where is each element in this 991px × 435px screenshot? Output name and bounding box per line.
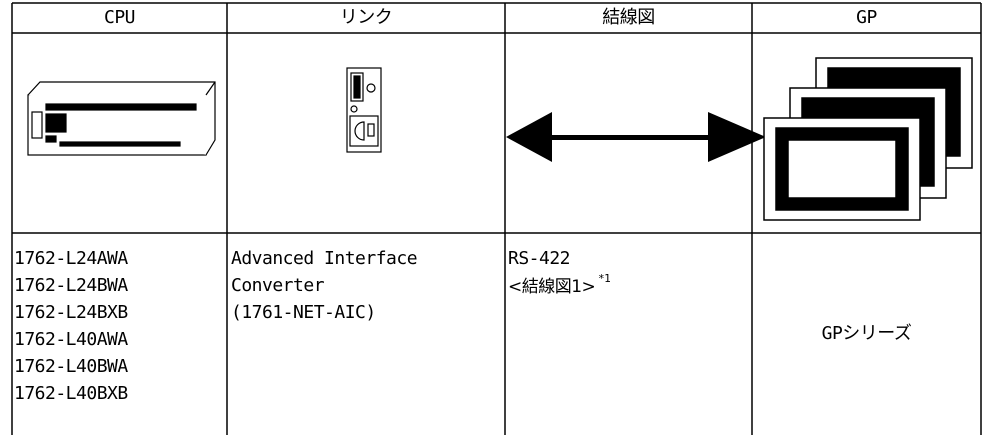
- cpu-icon: [27, 81, 216, 156]
- link-text: Advanced Interface Converter (1761-NET-AIC…: [231, 245, 418, 326]
- gp-series: GPシリーズ: [821, 323, 912, 344]
- link-icon: [346, 67, 382, 153]
- cell-line: (1761-NET-AIC): [231, 302, 376, 323]
- cell-line: Advanced Interface: [231, 248, 418, 269]
- cell-line: Converter: [231, 275, 325, 296]
- cell-line: 1762-L40AWA: [14, 329, 128, 350]
- cpu-models: 1762-L24AWA 1762-L24BWA 1762-L24BXB 1762-L4…: [14, 245, 128, 407]
- connection-arrow: [506, 112, 766, 162]
- gp-icon: [763, 57, 973, 221]
- cell-line: 1762-L24BWA: [14, 275, 128, 296]
- cell-line: 1762-L24AWA: [14, 248, 128, 269]
- cell-line: 1762-L40BXB: [14, 383, 128, 404]
- header-cell: リンク: [339, 7, 393, 28]
- header-cell: GP: [856, 7, 877, 28]
- cell-line: 1762-L40BWA: [14, 356, 128, 377]
- wiring-note: *1: [598, 272, 611, 285]
- cell-line: 1762-L24BXB: [14, 302, 128, 323]
- header-cell: 結線図: [602, 7, 655, 28]
- wiring-type: RS-422: [508, 248, 571, 269]
- wiring-diagram: <結線図1>: [508, 277, 596, 297]
- header-cell: CPU: [103, 7, 136, 28]
